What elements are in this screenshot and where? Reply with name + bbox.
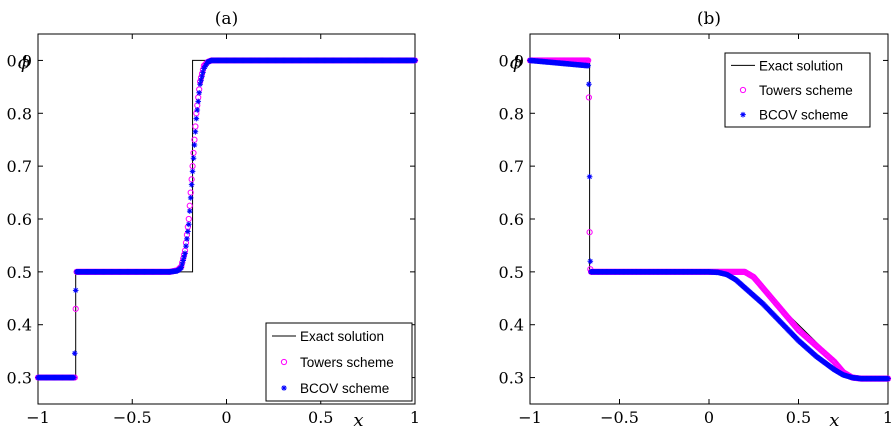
y-tick-label: 0.7: [499, 157, 524, 176]
data-point-bcov: [194, 107, 201, 113]
data-point-bcov: [195, 98, 202, 105]
y-axis-label: ϕ: [18, 52, 30, 73]
data-point-towers: [188, 176, 195, 183]
x-axis-label: x: [353, 410, 363, 430]
x-tick-label: −1: [26, 408, 50, 427]
x-tick-label: 0.5: [308, 408, 333, 427]
y-tick-label: 0.8: [499, 104, 524, 123]
y-tick-label: 0.5: [499, 263, 524, 282]
legend-label: Exact solution: [759, 58, 843, 73]
legend-label: BCOV scheme: [759, 108, 848, 123]
data-point-bcov: [185, 228, 191, 235]
data-point-towers: [190, 149, 197, 157]
data-point-towers: [194, 102, 201, 109]
data-point-bcov: [585, 62, 591, 69]
legend-label: Towers scheme: [300, 355, 394, 370]
legend-label: BCOV scheme: [300, 381, 389, 396]
data-point-bcov: [192, 128, 199, 135]
y-tick-label: 0.8: [7, 104, 32, 123]
y-tick-label: 0.7: [7, 157, 32, 176]
data-point-bcov: [189, 168, 196, 175]
y-tick-label: 0.9: [499, 51, 524, 70]
data-point-bcov: [186, 208, 193, 214]
data-point-bcov: [180, 257, 186, 264]
data-point-towers: [192, 123, 199, 130]
data-point-towers: [185, 215, 192, 223]
y-tick-label: 0.3: [7, 369, 32, 388]
y-tick-label: 0.5: [7, 263, 32, 282]
data-point-bcov: [179, 261, 186, 267]
x-tick-label: −1: [518, 408, 542, 427]
data-point-towers: [186, 202, 193, 209]
data-point-towers: [586, 229, 593, 236]
data-point-bcov: [198, 77, 204, 84]
data-point-bcov: [184, 236, 190, 242]
legend-label: Towers scheme: [759, 83, 853, 98]
data-point-bcov: [178, 264, 185, 271]
data-point-bcov: [181, 254, 187, 260]
legend-label: Exact solution: [300, 329, 384, 344]
legend-swatch-bcov: [740, 111, 746, 118]
data-point-bcov: [197, 81, 203, 88]
y-tick-label: 0.6: [499, 210, 524, 229]
data-point-towers: [72, 305, 79, 312]
x-tick-label: 1: [883, 408, 892, 427]
legend-swatch-towers: [280, 358, 288, 366]
data-point-bcov: [190, 155, 197, 162]
data-point-bcov: [182, 250, 188, 257]
data-point-bcov: [196, 90, 202, 96]
x-tick-label: 1: [410, 408, 420, 427]
data-point-bcov: [187, 195, 194, 201]
x-tick-label: −0.5: [600, 408, 639, 427]
y-tick-label: 0.3: [499, 369, 524, 388]
data-point-bcov: [191, 142, 198, 148]
data-point-bcov: [188, 181, 195, 188]
x-tick-label: −0.5: [113, 408, 152, 427]
x-tick-label: 0: [704, 408, 714, 427]
data-point-bcov: [412, 57, 418, 64]
y-tick-label: 0.4: [499, 316, 524, 335]
data-point-bcov: [586, 173, 593, 180]
x-tick-label: 0: [221, 408, 231, 427]
data-point-bcov: [885, 375, 891, 382]
y-axis-label: ϕ: [510, 52, 522, 73]
data-point-bcov: [186, 221, 192, 228]
panel-a: −1 −0.5 0 0.5 1 0.3 0.4 0.5 0.6 0.7 0.8 0.9 (a) ϕ x Exa…: [7, 9, 421, 430]
data-point-bcov: [200, 69, 206, 76]
chart-title: (b): [697, 9, 721, 29]
y-tick-label: 0.9: [7, 51, 32, 70]
x-tick-label: 0.5: [786, 408, 811, 427]
data-point-bcov: [193, 115, 200, 122]
data-point-bcov: [183, 243, 189, 249]
data-point-bcov: [71, 374, 77, 381]
panel-b: −1 −0.5 0 0.5 1 0.3 0.4 0.5 0.6 0.7 0.8 0.9 (b) ϕ x Exa…: [499, 9, 892, 430]
y-tick-label: 0.6: [7, 210, 32, 229]
data-point-bcov: [586, 81, 592, 88]
data-point-bcov: [71, 350, 78, 357]
data-point-towers: [585, 94, 592, 101]
legend-swatch-towers: [739, 86, 747, 94]
legend-swatch-bcov: [281, 385, 287, 391]
y-tick-label: 0.4: [7, 316, 32, 335]
chart-title: (a): [215, 9, 238, 29]
data-point-bcov: [587, 258, 594, 265]
x-axis-label: x: [829, 410, 839, 430]
data-point-bcov: [199, 73, 205, 80]
data-point-bcov: [72, 287, 79, 294]
